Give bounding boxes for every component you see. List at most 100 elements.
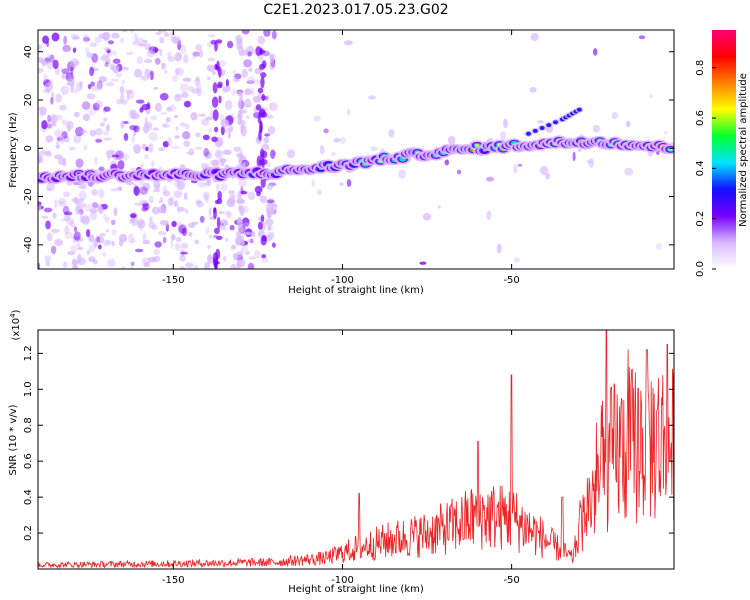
spectrogram-noise-blob — [220, 219, 228, 228]
spectrogram-noise-blob — [222, 255, 227, 262]
spectrogram-noise-blob — [41, 215, 49, 219]
x-tick-label: -100 — [331, 275, 354, 286]
spectrogram-branch-blob — [526, 131, 531, 136]
spectrogram-noise-blob — [51, 228, 60, 234]
colorbar-bar — [712, 30, 736, 269]
spectrogram-noise-blob — [159, 196, 164, 202]
spectrogram-noise-blob — [38, 44, 43, 50]
spectrogram-noise-blob — [213, 159, 220, 169]
spectrogram-noise-blob — [173, 200, 178, 208]
spectrogram-noise-blob — [233, 146, 242, 152]
spectrogram-noise-blob — [166, 106, 172, 112]
spectrogram-noise-blob — [49, 54, 55, 63]
spectrogram-noise-blob — [148, 195, 154, 204]
spectrogram-noise-blob — [74, 89, 78, 94]
spectrogram-noise-blob — [96, 236, 101, 243]
spectrogram-noise-blob — [79, 81, 83, 89]
spectrogram-noise-blob — [540, 165, 549, 175]
spectrogram-noise-blob — [267, 225, 272, 232]
spectrogram-noise-blob — [231, 88, 237, 97]
spectrogram-streak-blob — [211, 136, 218, 143]
colorbar-tick-label: 0.6 — [695, 110, 706, 126]
spectrogram-noise-blob — [63, 261, 68, 269]
y-tick-label: 0.2 — [23, 525, 34, 541]
spectrogram-noise-blob — [204, 181, 212, 187]
spectrogram-noise-blob — [245, 115, 250, 119]
spectrogram-noise-blob — [254, 67, 262, 75]
spectrogram-noise-blob — [174, 243, 181, 251]
spectrogram-panel: -150 -100 -50 -40 -20 0 20 40 Height of straig… — [8, 29, 675, 296]
spectrogram-noise-blob — [136, 219, 146, 229]
spectrogram-noise-blob — [218, 226, 227, 231]
snr-series-line — [38, 330, 674, 569]
spectrogram-noise-blob — [160, 112, 167, 116]
spectrogram-noise-blob — [61, 68, 70, 74]
spectrogram-noise-blob — [95, 235, 104, 244]
spectrogram-noise-blob — [146, 49, 156, 58]
spectrogram-noise-blob — [219, 114, 225, 122]
spectrogram-noise-blob — [130, 213, 137, 219]
spectrogram-noise-blob — [241, 30, 250, 35]
spectrogram-noise-blob — [118, 239, 124, 247]
spectrogram-noise-blob — [664, 130, 668, 135]
spectrogram-noise-blob — [83, 37, 90, 42]
spectrogram-noise-blob — [174, 52, 182, 62]
spectrogram-noise-blob — [545, 172, 550, 180]
spectrogram-noise-blob — [250, 231, 256, 238]
spectrogram-noise-blob — [77, 246, 84, 251]
spectrogram-streak-blob — [217, 81, 223, 87]
spectrogram-streak-blob — [236, 152, 243, 158]
spectrogram-noise-blob — [109, 50, 118, 56]
spectrogram-noise-blob — [171, 233, 176, 240]
spectrogram-noise-blob — [212, 70, 216, 76]
spectrogram-noise-blob — [155, 31, 162, 36]
spectrogram-noise-blob — [112, 64, 120, 74]
spectrogram-noise-blob — [170, 195, 175, 206]
spectrogram-noise-blob — [242, 243, 249, 253]
spectrogram-noise-blob — [269, 61, 276, 71]
spectrogram-noise-blob — [197, 181, 207, 188]
spectrogram-noise-blob — [205, 116, 214, 121]
spectrogram-noise-blob — [159, 48, 163, 57]
spectrogram-noise-blob — [55, 144, 61, 149]
spectrogram-noise-blob — [72, 36, 80, 40]
spectrogram-noise-blob — [316, 189, 322, 196]
spectrogram-noise-blob — [45, 151, 53, 157]
spectrogram-noise-blob — [47, 114, 51, 123]
x-tick-label: -150 — [162, 575, 185, 586]
spectrogram-noise-blob — [171, 74, 179, 83]
spectrogram-noise-blob — [121, 66, 129, 71]
spectrogram-noise-blob — [133, 186, 140, 196]
spectrogram-streak-blob — [236, 90, 243, 97]
spectrogram-noise-blob — [94, 156, 98, 166]
spectrogram-noise-blob — [98, 76, 107, 83]
snr-y-ticks: 0.2 0.4 0.6 0.8 1.0 1.2 — [23, 345, 674, 541]
colorbar: 0.0 0.2 0.4 0.6 0.8 Normalized spectral ampl… — [695, 30, 749, 277]
spectrogram-noise-blob — [164, 32, 169, 38]
spectrogram-noise-blob — [42, 88, 51, 94]
spectrogram-noise-blob — [266, 162, 271, 168]
spectrogram-noise-blob — [145, 146, 149, 152]
spectrogram-noise-blob — [173, 190, 183, 198]
spectrogram-noise-blob — [486, 176, 494, 182]
spectrogram-noise-blob — [82, 202, 86, 208]
spectrogram-noise-blob — [75, 126, 84, 137]
spectrogram-noise-blob — [73, 231, 81, 241]
spectrogram-blobs — [38, 30, 674, 269]
y-tick-label: -20 — [23, 188, 34, 204]
spectrogram-noise-blob — [144, 154, 149, 160]
spectrogram-noise-blob — [120, 37, 124, 44]
y-tick-label: 0.8 — [23, 417, 34, 433]
spectrogram-noise-blob — [388, 128, 395, 138]
spectrogram-noise-blob — [611, 112, 618, 119]
spectrogram-noise-blob — [220, 119, 230, 128]
spectrogram-streak-blob — [212, 82, 218, 94]
colorbar-ticks: 0.0 0.2 0.4 0.6 0.8 — [695, 60, 716, 277]
spectrogram-noise-blob — [88, 107, 96, 116]
spectrogram-noise-blob — [203, 147, 210, 157]
spectrogram-noise-blob — [191, 221, 199, 225]
spectrogram-streak-blob — [260, 76, 265, 89]
spectrogram-x-ticks: -150 -100 -50 — [162, 30, 520, 286]
spectrogram-noise-blob — [47, 123, 53, 129]
spectrogram-noise-blob — [537, 120, 544, 124]
